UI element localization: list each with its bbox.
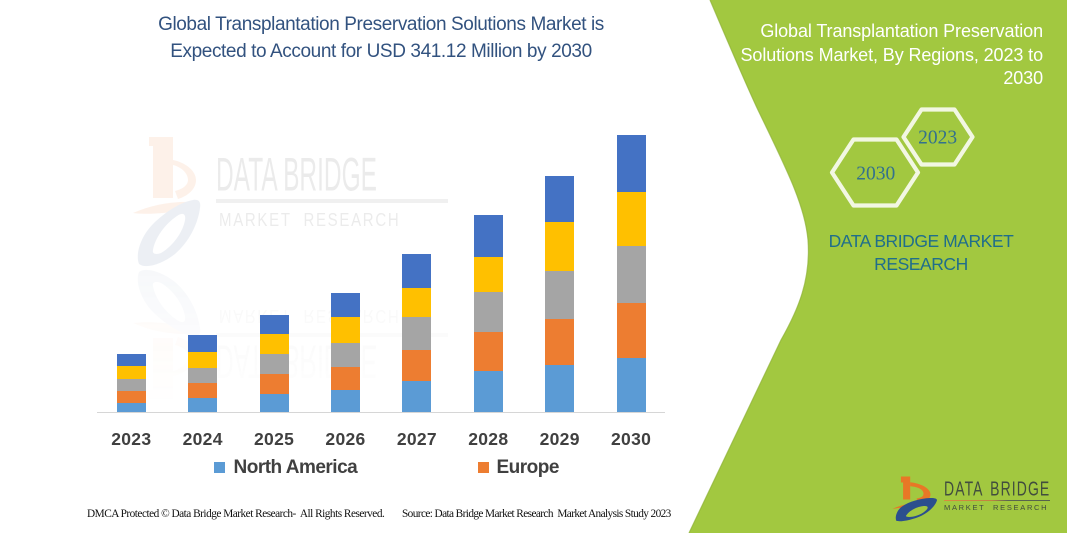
svg-text:2030: 2030	[856, 163, 895, 184]
svg-text:2023: 2023	[918, 127, 957, 148]
